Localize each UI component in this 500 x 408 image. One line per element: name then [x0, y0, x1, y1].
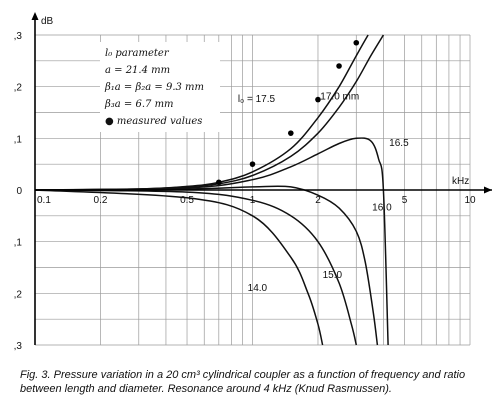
y-tick-label: ,1 — [14, 238, 23, 249]
x-tick-labels: 0.1 0.2 0.5 1 2 5 10 — [37, 195, 476, 206]
series-line-3 — [34, 185, 379, 346]
measured-point — [315, 96, 321, 103]
y-tick-label: ,1 — [14, 134, 23, 145]
series-label-4: 15.0 — [323, 270, 343, 281]
legend-entry: β₃a = 6.7 mm — [104, 99, 174, 110]
legend-background — [100, 42, 220, 132]
measured-point — [249, 161, 256, 167]
axes: kHz dB — [31, 12, 492, 345]
x-tick-label: 0.1 — [37, 195, 51, 206]
series-labels: l₀ = 17.5 17.0 mm 16.5 16.0 15.0 14.0 — [238, 92, 409, 294]
y-tick-label: ,3 — [14, 31, 23, 42]
x-tick-label: 0.5 — [180, 195, 194, 206]
series-label-3: 16.0 — [372, 203, 392, 214]
y-axis-arrow — [31, 12, 39, 20]
figure-caption: Fig. 3. Pressure variation in a 20 cm³ c… — [20, 369, 466, 395]
series-label-1: 17.0 mm — [320, 92, 359, 103]
measured-points — [216, 39, 360, 186]
y-tick-label: ,2 — [14, 83, 23, 94]
legend-entry: β₁a = β₂a = 9.3 mm — [104, 82, 204, 93]
x-axis-label: kHz — [452, 176, 469, 187]
series-label-5: 14.0 — [248, 283, 268, 294]
y-tick-label: 0 — [16, 186, 22, 197]
x-tick-label: 5 — [402, 195, 408, 206]
x-tick-label: 1 — [250, 195, 256, 206]
x-tick-label: 0.2 — [94, 195, 108, 206]
legend-entry: ● measured values — [105, 116, 202, 127]
legend-entry: a = 21.4 mm — [105, 65, 170, 76]
measured-point — [287, 130, 294, 136]
series-line-5 — [34, 189, 324, 346]
series-label-2: 16.5 — [389, 138, 409, 149]
series-line-2 — [34, 137, 389, 346]
x-axis-arrow — [484, 186, 492, 194]
series-label-0: l₀ = 17.5 — [238, 94, 276, 105]
y-tick-label: ,2 — [14, 289, 23, 300]
legend-entry: l₀ parameter — [105, 48, 170, 59]
measured-point — [353, 39, 360, 46]
chart-svg: kHz dB 0.1 0.2 0.5 1 2 5 10 ,3 ,2 ,1 0 ,1 ,2 ,3 l₀ = … — [14, 12, 492, 352]
measured-point — [336, 63, 342, 69]
series-line-4 — [34, 189, 358, 346]
y-tick-label: ,3 — [14, 341, 23, 352]
x-tick-label: 2 — [315, 195, 321, 206]
y-axis-label: dB — [41, 16, 54, 27]
measured-point — [216, 179, 222, 186]
y-tick-labels: ,3 ,2 ,1 0 ,1 ,2 ,3 — [14, 31, 23, 352]
legend: l₀ parameter a = 21.4 mm β₁a = β₂a = 9.3 m… — [100, 42, 220, 132]
curves — [34, 34, 389, 346]
x-tick-label: 10 — [464, 195, 476, 206]
